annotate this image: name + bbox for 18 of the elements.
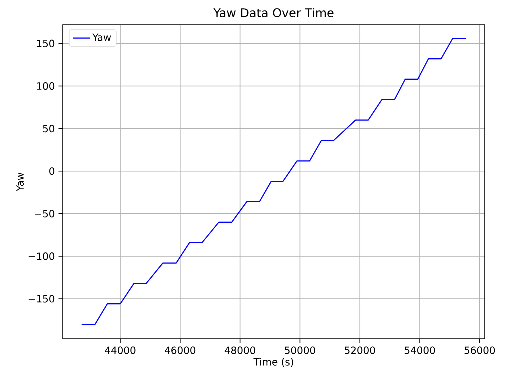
y-tick-label: −50 [35,210,55,218]
y-tick-label: 50 [43,125,55,133]
y-tick-label: 0 [50,168,55,176]
y-tick-label: −150 [28,295,55,303]
x-tick-label: 44000 [105,346,136,354]
legend-label: Yaw [92,34,112,42]
y-axis-title: Yaw [16,172,24,192]
x-tick-label: 52000 [345,346,376,354]
x-tick-label: 54000 [404,346,436,354]
y-tick-label: 150 [37,40,55,48]
chart-title: Yaw Data Over Time [214,8,334,18]
x-tick-label: 56000 [464,346,496,354]
x-axis-title: Time (s) [254,358,294,368]
x-tick-label: 46000 [165,346,196,354]
x-tick-label: 50000 [285,346,316,354]
y-tick-label: −100 [28,252,55,260]
y-tick-label: 100 [37,82,55,90]
x-tick-label: 48000 [224,346,256,354]
